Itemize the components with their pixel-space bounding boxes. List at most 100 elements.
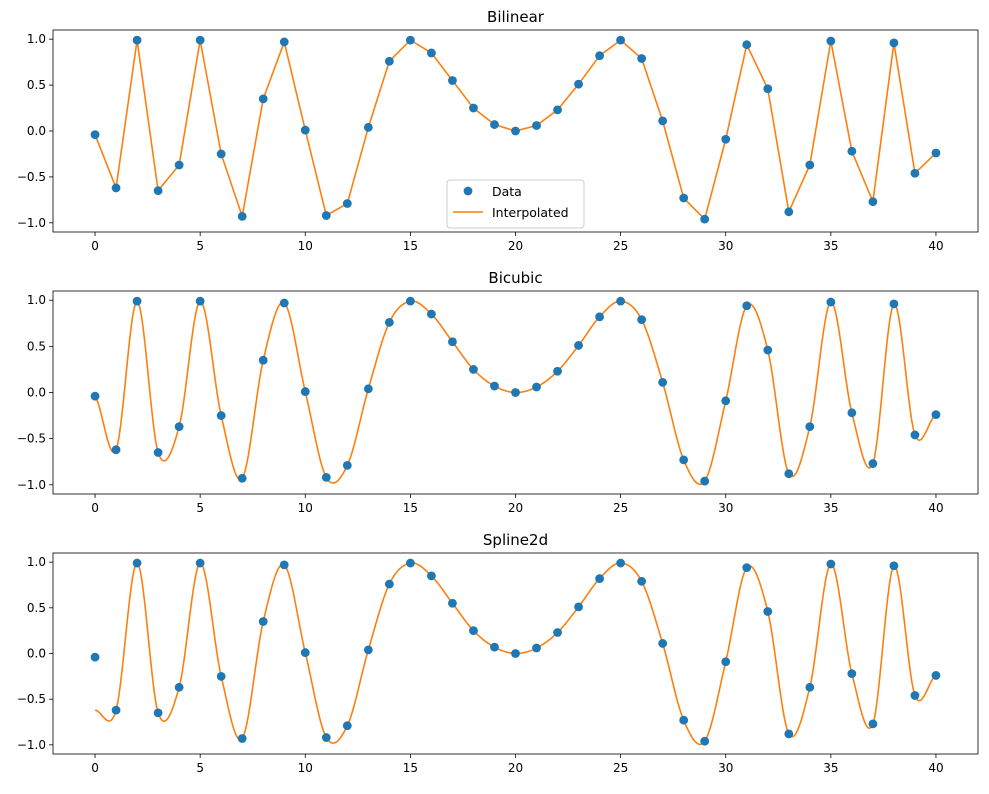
data-point: [868, 197, 878, 207]
x-tick-label: 30: [718, 501, 733, 515]
data-point: [532, 382, 541, 392]
data-point: [574, 341, 583, 350]
data-point: [931, 148, 941, 158]
data-point: [384, 317, 394, 327]
data-point: [258, 355, 268, 365]
data-point: [195, 558, 205, 568]
subplot-title: Bicubic: [488, 269, 542, 287]
data-point: [384, 56, 394, 66]
data-point: [216, 411, 226, 420]
subplot-title: Bilinear: [487, 8, 545, 26]
data-point: [658, 639, 668, 648]
data-point: [237, 211, 247, 221]
data-point: [826, 297, 836, 307]
data-point: [448, 337, 457, 347]
data-point: [868, 459, 878, 468]
y-tick-label: 0.0: [27, 647, 46, 661]
data-point: [90, 652, 100, 662]
x-tick-label: 40: [928, 239, 943, 253]
data-point: [384, 579, 394, 589]
data-point: [637, 54, 647, 63]
data-point: [658, 116, 668, 126]
data-point: [910, 168, 920, 178]
x-tick-label: 20: [508, 761, 523, 775]
data-point: [195, 35, 205, 45]
data-point: [511, 126, 520, 136]
data-point: [763, 607, 773, 616]
data-point: [342, 460, 352, 470]
data-point: [469, 626, 478, 636]
y-tick-label: 0.5: [27, 339, 46, 353]
data-point: [300, 387, 310, 396]
data-point: [132, 35, 142, 45]
data-point: [679, 455, 689, 465]
data-point: [700, 476, 710, 486]
data-point: [784, 207, 794, 217]
x-tick-label: 25: [613, 761, 628, 775]
data-point: [721, 657, 731, 667]
data-point: [90, 391, 100, 401]
data-point: [616, 558, 626, 568]
data-point: [153, 708, 163, 718]
data-point: [847, 408, 857, 418]
data-point: [847, 146, 857, 156]
x-tick-label: 5: [196, 239, 204, 253]
data-point: [532, 643, 541, 653]
data-point: [237, 734, 247, 743]
y-tick-label: −0.5: [17, 692, 46, 706]
legend: Data Interpolated: [446, 179, 585, 229]
data-point: [258, 94, 268, 104]
data-point: [279, 560, 289, 570]
data-point: [258, 617, 268, 626]
x-tick-label: 35: [823, 761, 838, 775]
data-point: [342, 199, 352, 208]
data-point: [111, 445, 121, 455]
data-point: [784, 469, 794, 479]
x-tick-label: 20: [508, 239, 523, 253]
data-point: [742, 40, 752, 50]
y-tick-label: −1.0: [17, 478, 46, 492]
data-point: [679, 715, 689, 725]
data-point: [490, 642, 499, 652]
data-point: [889, 299, 899, 309]
data-point: [153, 186, 163, 196]
legend-label-data: Data: [492, 184, 522, 199]
data-point: [490, 120, 499, 129]
data-point: [132, 558, 142, 568]
data-point: [574, 79, 583, 89]
data-point: [153, 448, 163, 457]
data-point: [111, 705, 121, 715]
data-point: [511, 388, 520, 397]
data-point: [595, 312, 604, 322]
x-tick-label: 10: [298, 501, 313, 515]
data-point: [174, 422, 184, 432]
data-point: [805, 422, 815, 432]
data-point: [174, 160, 184, 170]
data-point: [700, 736, 710, 746]
x-tick-label: 25: [613, 239, 628, 253]
subplot-spline2d: Spline2d 0 5 10 15 20 25 30 35 40 −1.0 −0.5 0.0 0.5 1.…: [17, 531, 979, 775]
x-tick-label: 5: [196, 501, 204, 515]
data-point: [910, 430, 920, 440]
data-point: [405, 558, 415, 568]
data-point: [111, 183, 121, 193]
data-point: [721, 134, 731, 144]
subplot-bicubic: Bicubic 0 5 10 15 20 25 30 35 40 −1.0 −0.5 0.0 0.5 1.0: [17, 269, 979, 515]
x-tick-label: 10: [298, 239, 313, 253]
data-point: [658, 377, 668, 387]
subplot-bilinear: Bilinear 0 5 10 15 20 25 30 35 40 −1.0 −0.5 0.0 0.5 1.…: [17, 8, 979, 253]
data-point: [427, 571, 436, 581]
data-point: [90, 130, 100, 140]
x-tick-label: 0: [91, 761, 99, 775]
data-point: [595, 51, 604, 61]
data-point: [279, 37, 289, 47]
data-point: [763, 345, 773, 355]
y-tick-label: 0.0: [27, 386, 46, 400]
x-tick-label: 20: [508, 501, 523, 515]
x-tick-label: 40: [928, 501, 943, 515]
data-point: [490, 381, 499, 391]
x-tick-label: 35: [823, 239, 838, 253]
data-point: [553, 105, 562, 115]
data-point: [931, 671, 941, 680]
